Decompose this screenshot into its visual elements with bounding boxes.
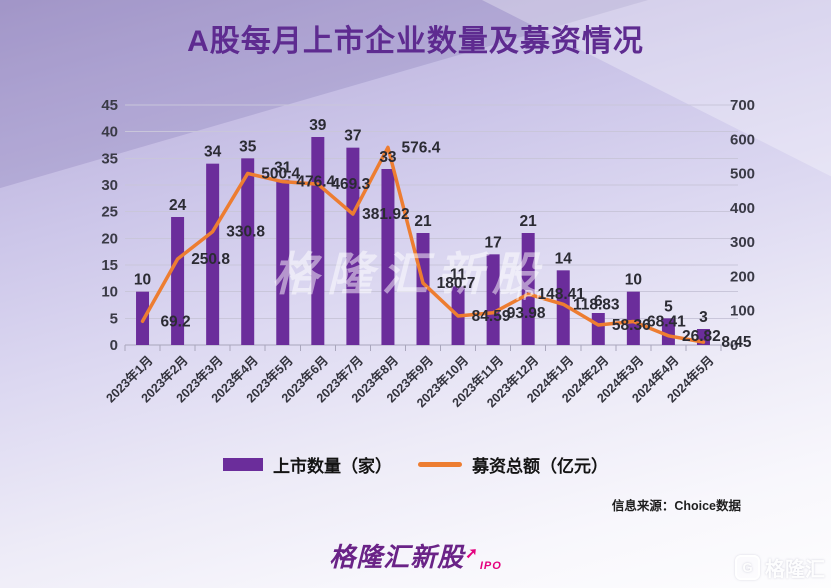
line-value-label: 148.41 (537, 286, 585, 303)
line-value-label: 84.59 (472, 308, 511, 325)
page-title: A股每月上市企业数量及募资情况 (187, 25, 644, 58)
corner-watermark-text: 格隆汇 (765, 559, 825, 581)
left-axis-tick: 25 (101, 204, 118, 221)
left-axis-tick: 35 (101, 150, 118, 167)
line-value-label: 118.83 (573, 296, 620, 313)
bar-value-label: 6 (594, 293, 603, 310)
legend-bar-label: 上市数量（家） (273, 457, 392, 476)
line-value-label: 469.3 (331, 176, 370, 193)
bar-value-label: 31 (274, 160, 292, 177)
bar-value-label: 24 (169, 197, 187, 214)
bar (381, 169, 395, 345)
legend-line-label: 募资总额（亿元） (472, 457, 608, 476)
bar-value-label: 10 (625, 272, 642, 289)
right-axis-tick: 300 (730, 234, 755, 251)
right-axis-tick: 100 (730, 303, 755, 320)
bar (416, 233, 430, 345)
left-axis-tick: 15 (101, 257, 118, 274)
arrow-up-icon: ➚ (465, 545, 479, 562)
bar-value-label: 3 (699, 309, 708, 326)
bar-value-label: 35 (239, 138, 257, 155)
left-axis-tick: 5 (110, 310, 118, 327)
line-value-label: 576.4 (402, 139, 441, 156)
line-value-label: 8.45 (721, 334, 752, 351)
left-axis-tick: 40 (101, 124, 118, 141)
right-axis-tick: 700 (730, 97, 755, 114)
legend-line-swatch (418, 462, 462, 467)
bar-value-label: 37 (344, 128, 361, 145)
line-value-label: 69.2 (160, 313, 190, 330)
bar (206, 163, 220, 345)
bar-value-label: 11 (450, 266, 467, 283)
brand-logo-text: 格隆汇新股 (329, 542, 465, 572)
source-note: 信息来源：Choice数据 (611, 499, 741, 513)
corner-watermark: G 格隆汇 (735, 553, 825, 582)
brand-logo-sub: IPO (479, 560, 502, 572)
left-axis-tick: 30 (101, 177, 118, 194)
bar-value-label: 14 (555, 250, 573, 267)
line-value-label: 250.8 (191, 251, 230, 268)
bar (241, 158, 255, 345)
bar (661, 318, 675, 345)
bar (311, 137, 325, 345)
g-logo-icon: G (735, 555, 760, 580)
line-value-label: 330.8 (226, 224, 265, 241)
bar-value-label: 10 (134, 272, 151, 289)
bar-value-label: 34 (204, 144, 222, 161)
line-value-label: 500.4 (261, 165, 300, 182)
right-axis-tick: 600 (730, 131, 755, 148)
bar-value-label: 39 (309, 117, 327, 134)
right-axis-tick: 200 (730, 268, 755, 285)
bar-value-label: 5 (664, 298, 673, 315)
bar (521, 233, 535, 345)
right-axis-tick: 400 (730, 200, 755, 217)
center-watermark-sub: IPO (516, 287, 551, 304)
line-value-label: 58.36 (612, 317, 651, 334)
fundraising-line (140, 145, 706, 344)
line-value-label: 180.7 (437, 275, 476, 292)
line-value-label: 93.98 (507, 305, 546, 322)
brand-logo: 格隆汇新股 ➚ IPO (0, 537, 831, 574)
bar-value-label: 33 (379, 149, 397, 166)
line-value-label: 381.92 (362, 206, 409, 223)
line-value-label: 68.41 (647, 314, 686, 331)
right-axis-tick: 500 (730, 166, 755, 183)
left-axis-tick: 20 (101, 230, 118, 247)
left-axis-tick: 0 (110, 337, 118, 354)
right-axis-tick: 0 (730, 337, 738, 354)
bar-value-label: 21 (414, 213, 432, 230)
line-value-label: 26.82 (682, 328, 721, 345)
bar (171, 217, 185, 345)
legend-bar-swatch (223, 458, 263, 471)
left-axis-tick: 10 (101, 284, 118, 301)
bar (346, 147, 360, 345)
bar-value-label: 17 (484, 234, 501, 251)
center-watermark: 格隆汇新股 (272, 248, 547, 300)
bar (591, 313, 605, 345)
bar (626, 291, 640, 345)
bar (556, 270, 570, 345)
bar (486, 254, 500, 345)
bar-value-label: 21 (520, 213, 538, 230)
line-value-label: 476.4 (296, 174, 335, 191)
left-axis-tick: 45 (101, 97, 118, 114)
bar (276, 179, 290, 345)
chart-legend: 上市数量（家） 募资总额（亿元） (0, 452, 831, 477)
